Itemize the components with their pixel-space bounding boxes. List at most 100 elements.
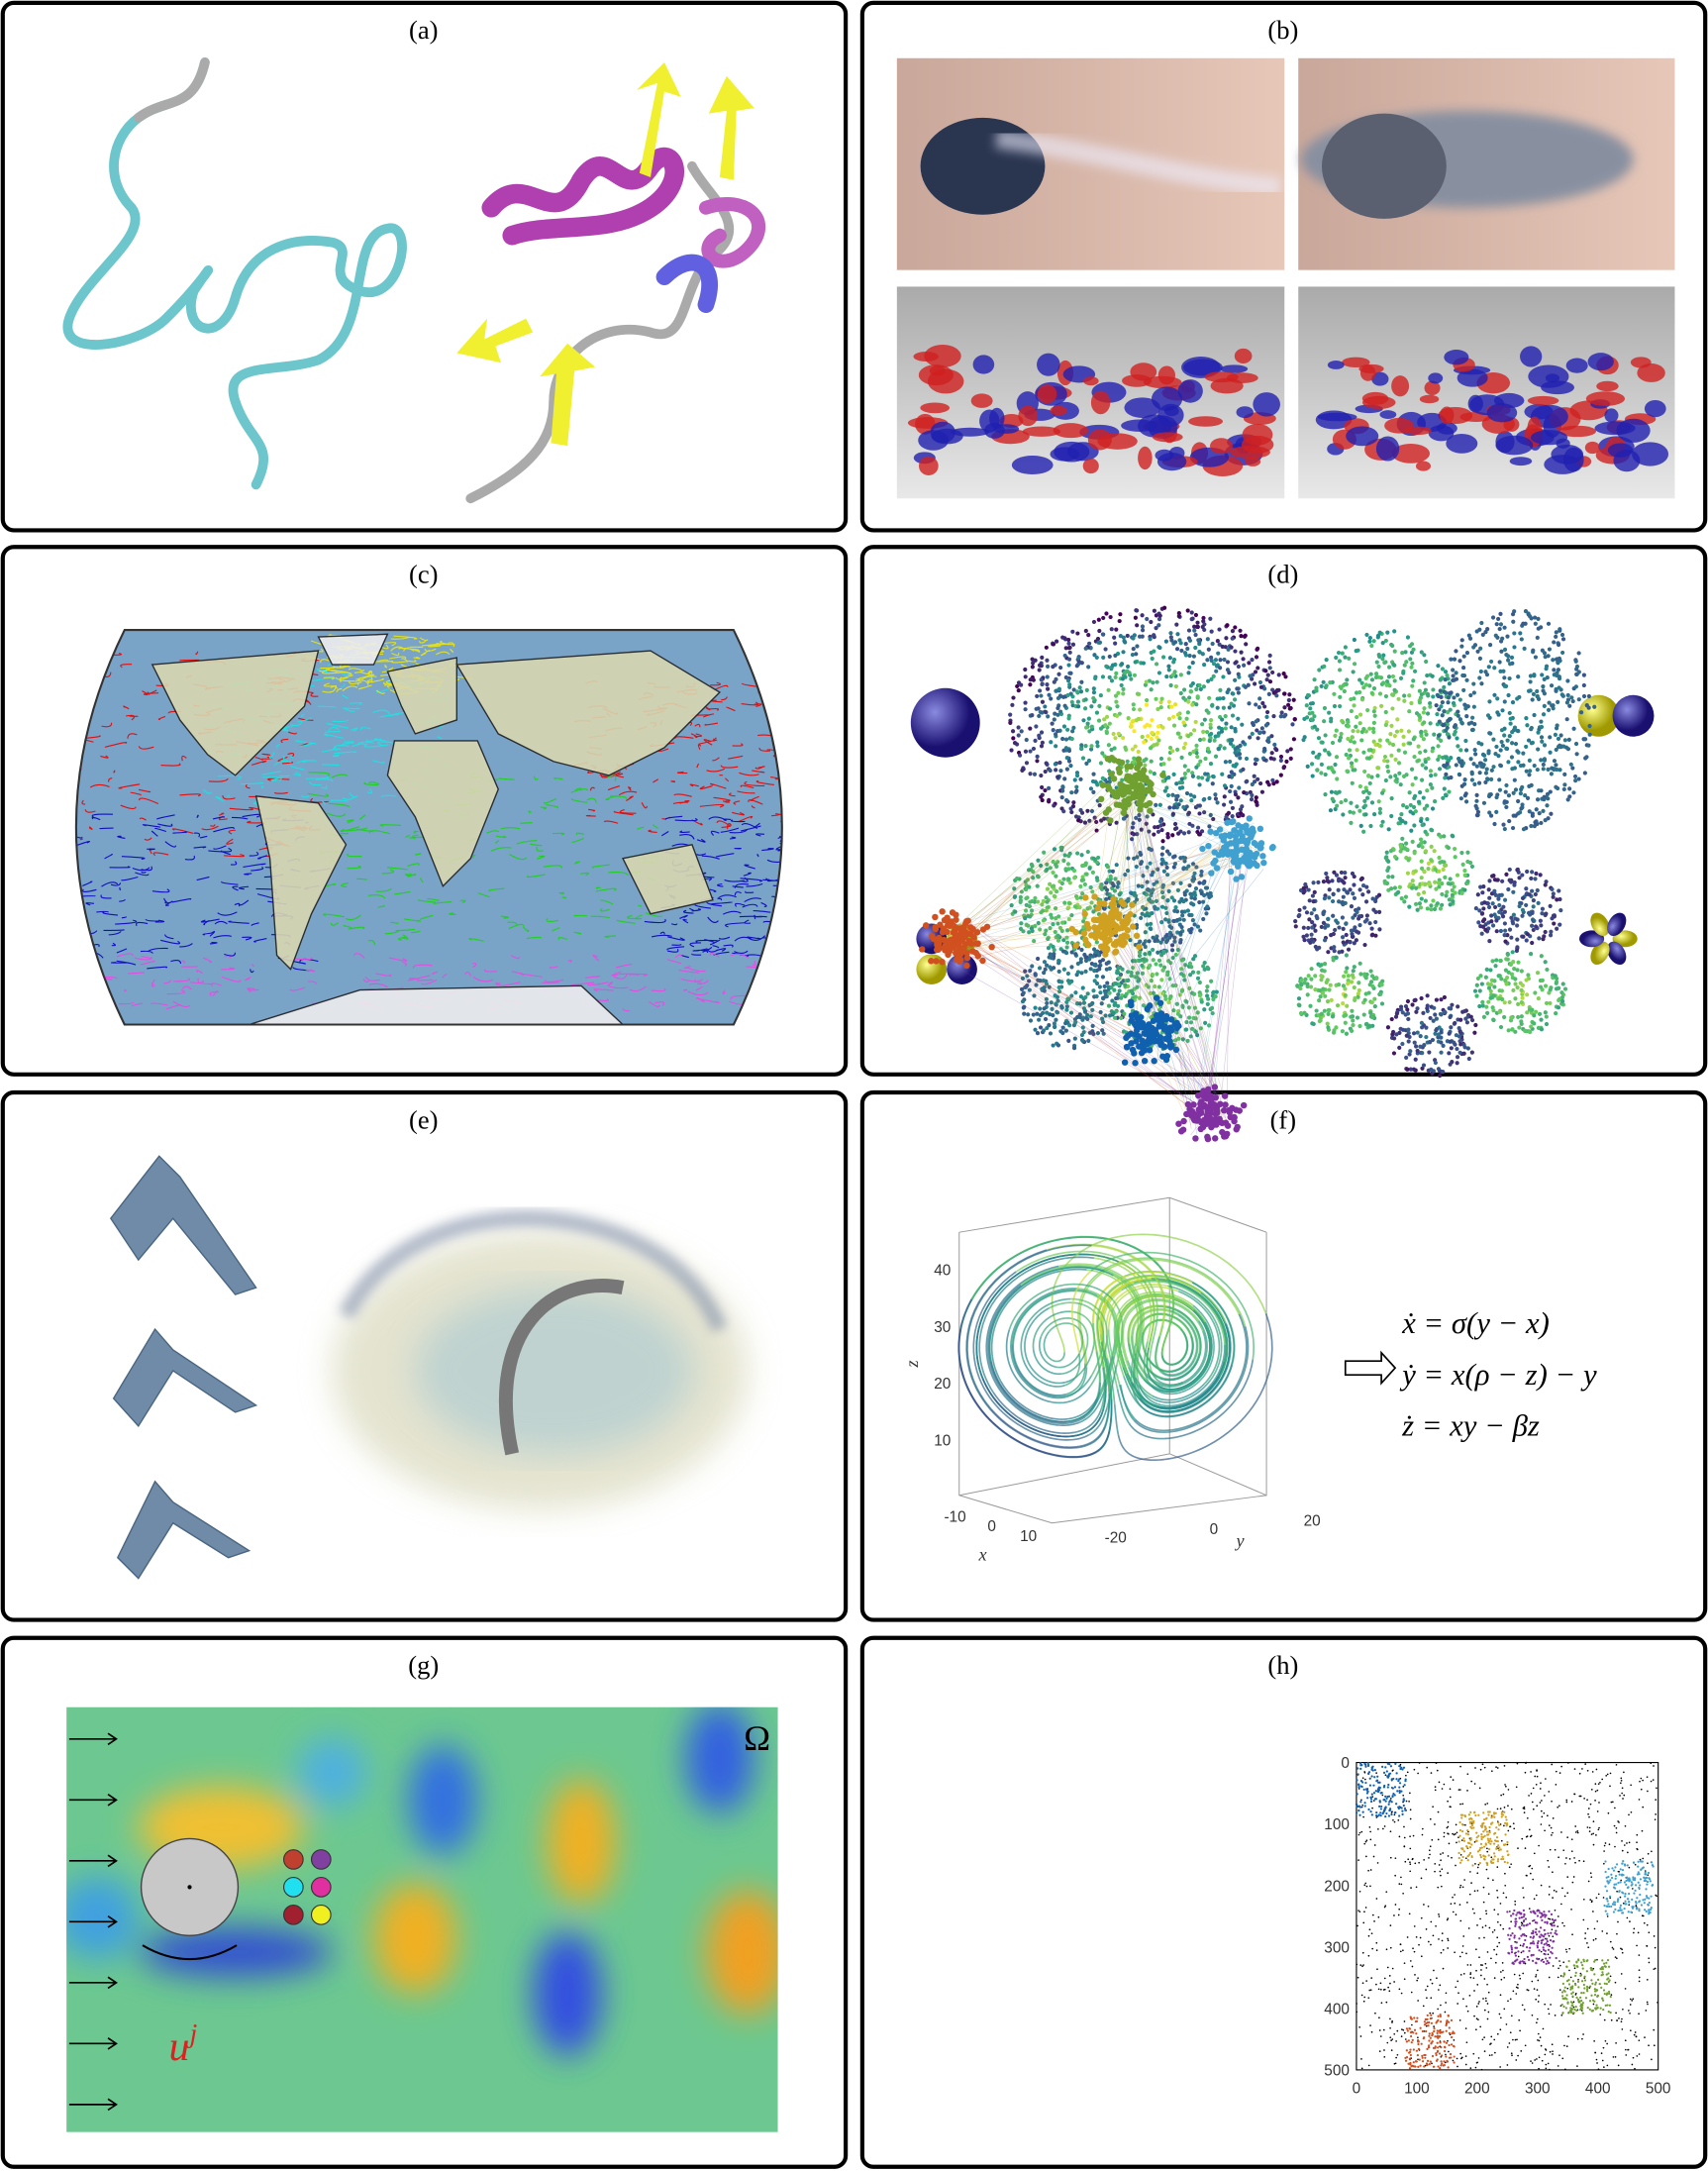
point [1339,799,1344,805]
drifter-track [339,676,354,682]
point [1083,744,1088,749]
drifter-track [709,707,720,711]
point [1177,780,1182,785]
vortex-blob [1530,430,1568,446]
point [1509,755,1515,760]
drifter-track [693,948,708,952]
point [1060,788,1065,793]
point [1500,996,1505,1002]
point [1109,678,1115,683]
point [1464,651,1470,656]
point [1497,777,1502,782]
point [1113,736,1118,741]
point [1055,695,1061,701]
point [1337,668,1343,672]
point [1022,1011,1027,1016]
point [1332,691,1337,696]
point [1492,821,1497,827]
point [1478,669,1483,674]
drifter-track [691,953,702,956]
point [1070,729,1075,734]
point [1480,999,1485,1004]
drifter-track [679,914,688,919]
drifter-track [121,876,139,881]
drifter-track [372,709,391,715]
drifter-track [700,946,713,952]
drifter-track [81,799,86,805]
point [1159,852,1164,857]
point [1447,717,1452,722]
drifter-track [101,881,119,887]
point [1455,1046,1459,1052]
point [1404,660,1409,665]
panel-label: (d) [1267,560,1298,589]
point [1250,731,1255,736]
drifter-track [49,737,53,740]
point [1521,751,1526,756]
point [1554,1010,1558,1016]
point [1101,655,1106,660]
point [1333,733,1338,738]
point [1081,718,1086,723]
point [1492,979,1497,983]
point [1425,1003,1430,1008]
drifter-track [251,922,259,927]
point [1192,728,1197,733]
point [1342,1013,1347,1018]
panel-label: (c) [409,560,438,589]
point [1088,967,1093,972]
point [1528,1029,1533,1035]
point [1492,666,1497,671]
vortex-blob [1562,447,1584,472]
point [1483,771,1489,775]
point [1429,774,1434,778]
drifter-track [373,738,386,742]
point [1116,731,1122,736]
point [1271,713,1276,719]
point [1549,683,1555,688]
point [1394,1032,1399,1037]
point [1011,695,1016,700]
point [1516,760,1521,765]
point [1206,996,1211,1001]
point [1184,790,1190,796]
point [1422,1043,1427,1048]
vortex-blob [1083,376,1099,386]
point [1082,881,1087,887]
point [1186,671,1191,675]
point [1190,661,1195,666]
point [1396,748,1401,753]
orbital [1578,912,1638,966]
point [1521,621,1526,626]
point [1559,990,1564,995]
drifter-track [672,801,689,805]
drifter-track [349,791,358,798]
point [1185,908,1190,913]
point [1485,713,1491,718]
point [1049,740,1054,745]
point [1412,823,1417,828]
drifter-track [603,820,619,824]
point [1216,733,1221,738]
point [1072,777,1077,782]
point [1469,720,1474,725]
point [1524,978,1529,982]
point [1576,697,1581,702]
drifter-track [747,936,761,940]
point [1039,730,1045,735]
drifter-track [193,846,207,849]
drifter-track [208,847,233,853]
point [1452,657,1457,662]
drifter-track [773,922,782,927]
drifter-track [702,950,709,954]
point [1145,697,1150,703]
point [1493,633,1498,638]
point [1351,810,1356,815]
point [1366,748,1371,753]
drifter-track [626,795,634,801]
point [1532,763,1537,769]
point [1440,667,1446,672]
point [1264,677,1269,682]
point [1451,673,1456,678]
point [1141,661,1147,666]
